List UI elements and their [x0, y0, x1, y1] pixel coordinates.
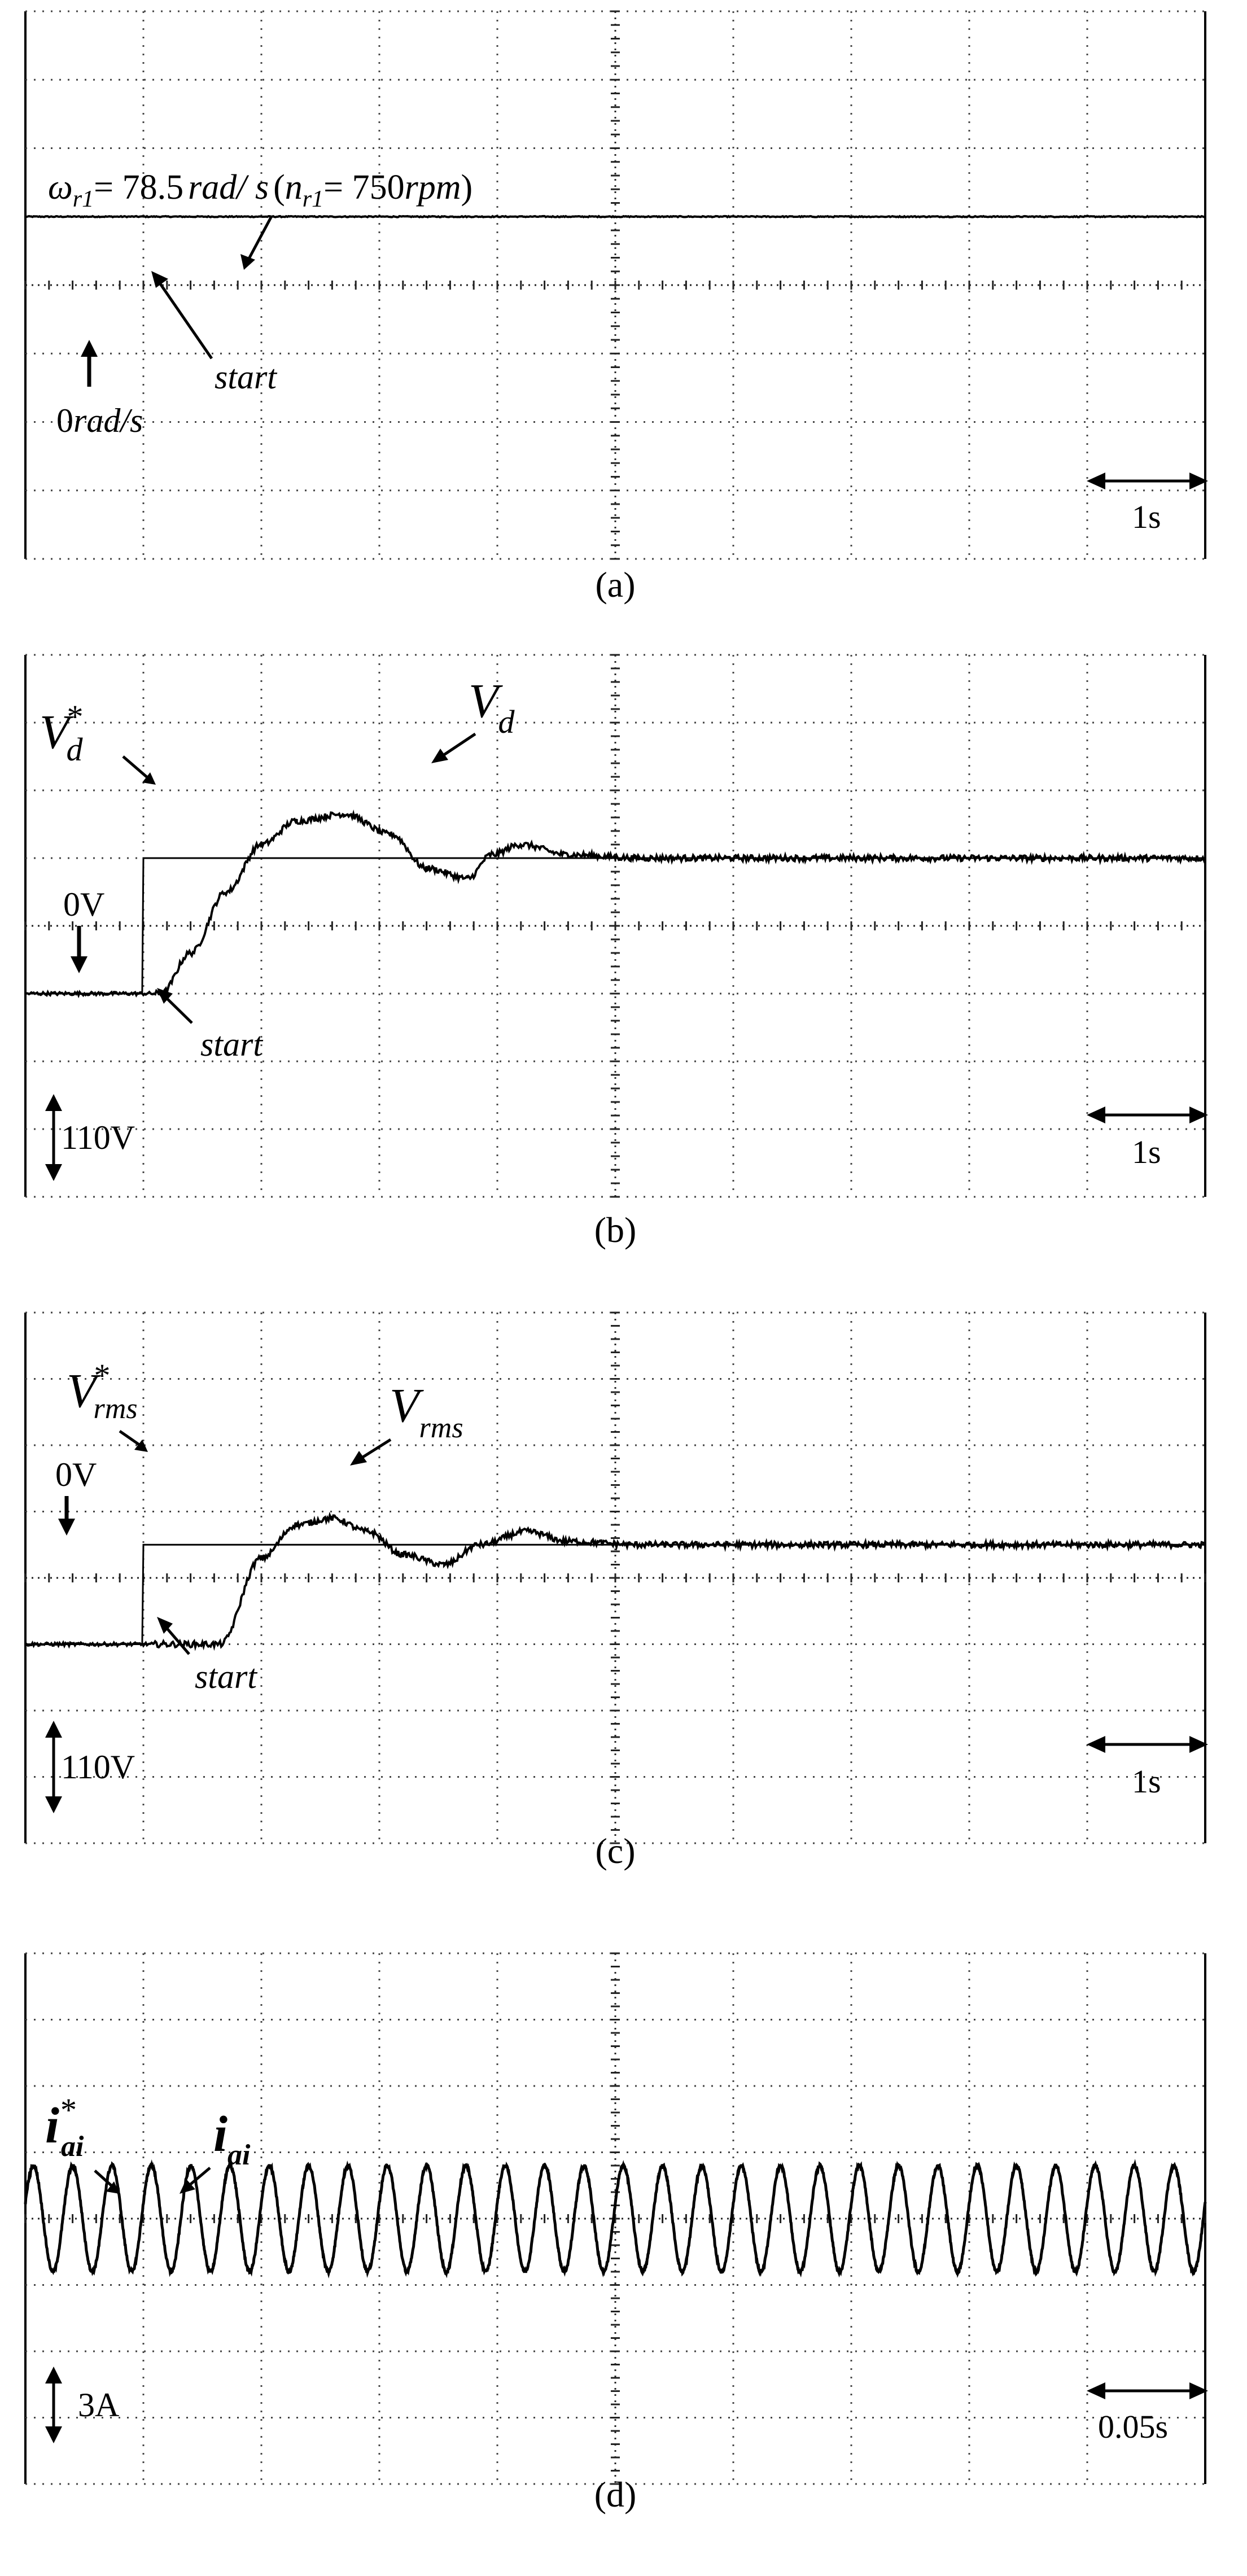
voltage-scale-b: 110V [45, 1094, 135, 1181]
time-scale-c: 1s [1087, 1736, 1208, 1800]
panel-b: V* d Vd 0V start 110V 1s (b) [24, 654, 1208, 1250]
speed-arrow-head [240, 254, 255, 270]
iai-ref-arrow [94, 2170, 113, 2187]
trace-measured [24, 1511, 1206, 1651]
iai-ref-label: i* ai [45, 2092, 84, 2163]
iai-label: iai [213, 2106, 251, 2171]
time-scale-a: 1s [1087, 473, 1208, 535]
vrms-ref-label: V* rms [67, 1357, 138, 1425]
zero-arrow-head-a [81, 340, 98, 357]
iai-arrow [187, 2167, 211, 2187]
zero-value-b: 0V [63, 886, 104, 923]
time-scale-label-b: 1s [1132, 1134, 1161, 1170]
start-arrow-head-a [151, 271, 168, 288]
iai-ref-arrow-head [106, 2181, 120, 2194]
vd-ref-label: V* d [40, 698, 84, 768]
time-scale-label-c: 1s [1132, 1763, 1161, 1800]
start-arrow-head-c [157, 1617, 173, 1634]
time-scale-label-d: 0.05s [1098, 2408, 1168, 2445]
speed-arrow [247, 216, 273, 261]
grid-b [24, 654, 1206, 1198]
trace-measured [24, 809, 1206, 999]
omega-subscript: r1 [73, 186, 94, 212]
speed-unit: rad/ s [188, 168, 269, 207]
zero-value-c: 0V [55, 1456, 97, 1493]
vd-label: Vd [469, 673, 515, 740]
rpm-equals-value: = 750 [323, 168, 404, 207]
start-label-c: start [195, 1658, 257, 1695]
grid-c [24, 1311, 1206, 1844]
iai-arrow-head [180, 2179, 195, 2194]
paren-close: ) [461, 168, 472, 207]
zero-unit-a: rad/s [73, 402, 143, 439]
voltage-scale-c: 110V [45, 1721, 135, 1813]
start-label-b: start [200, 1026, 263, 1063]
speed-label: ωr1= 78.5 rad/ s (nr1= 750rpm) [48, 168, 472, 212]
panel-label-d: (d) [594, 2474, 637, 2514]
time-scale-d: 0.05s [1087, 2382, 1208, 2445]
traces-a [25, 215, 1206, 219]
vrms-arrow [359, 1438, 392, 1460]
panel-label-a: (a) [595, 565, 635, 605]
vrms-label: Vrms [390, 1378, 463, 1444]
n-subscript: r1 [303, 186, 323, 212]
start-arrow-head-b [157, 988, 173, 1004]
n-symbol: n [285, 168, 303, 207]
traces-d [24, 2159, 1207, 2278]
time-scale-label-a: 1s [1132, 498, 1161, 535]
panel-d: i* ai iai 3A 0.05s (d) [24, 1952, 1208, 2514]
start-arrow-a [157, 281, 213, 360]
current-scale-d: 3A [45, 2367, 119, 2443]
paren-open: ( [273, 168, 285, 207]
start-label-a: start [215, 358, 277, 396]
voltage-scale-label-c: 110V [61, 1748, 135, 1786]
current-scale-label-d: 3A [78, 2386, 119, 2424]
vrms-ref-arrow [119, 1429, 141, 1447]
vd-arrow [440, 732, 476, 758]
grid-d [24, 1952, 1206, 2485]
vd-arrow-head [431, 749, 448, 763]
zero-label-b: 0V [63, 886, 104, 923]
panel-a: ωr1= 78.5 rad/ s (nr1= 750rpm) start 0rad/… [24, 10, 1208, 605]
grid-a [24, 10, 1206, 560]
vd-ref-arrow [122, 755, 149, 779]
start-arrow-c [164, 1625, 190, 1655]
vrms-arrow-head [350, 1451, 367, 1466]
panel-label-b: (b) [594, 1210, 637, 1250]
zero-value-a: 0 [56, 402, 73, 439]
panel-c: V* rms Vrms 0V start 110V 1s (c) [24, 1311, 1208, 1871]
zero-label-a: 0rad/s [56, 402, 143, 439]
voltage-scale-label-b: 110V [61, 1119, 135, 1156]
omega-symbol: ω [48, 168, 73, 207]
panel-label-c: (c) [595, 1831, 635, 1871]
speed-equals-value: = 78.5 [94, 168, 183, 207]
start-arrow-b [164, 995, 193, 1024]
trace-current [24, 2159, 1207, 2278]
zero-arrow-head-c [58, 1519, 75, 1536]
zero-arrow-head-b [71, 956, 87, 973]
traces-c [24, 1511, 1206, 1651]
trace-speed [25, 215, 1206, 219]
vd-ref-arrow-head [142, 772, 156, 785]
traces-b [24, 809, 1206, 999]
vrms-ref-arrow-head [134, 1440, 148, 1452]
zero-label-c: 0V [55, 1456, 97, 1493]
time-scale-b: 1s [1087, 1107, 1208, 1170]
rpm-unit: rpm [405, 168, 461, 207]
